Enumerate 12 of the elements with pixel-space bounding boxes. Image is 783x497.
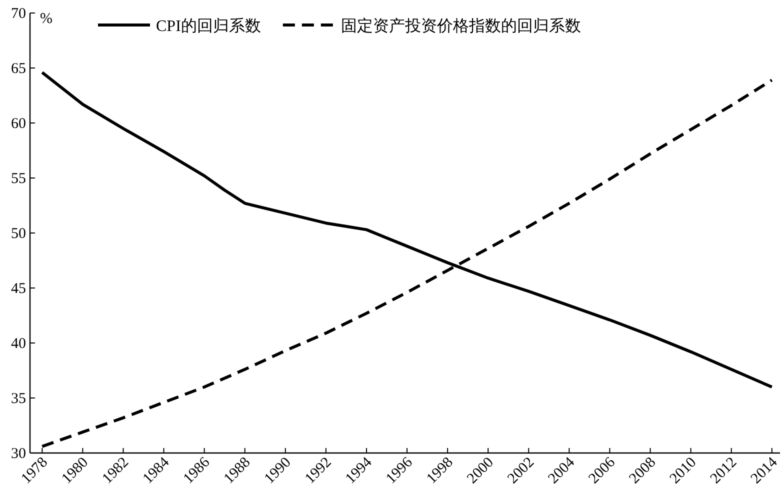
- y-tick-label: 60: [11, 116, 26, 132]
- y-tick-label: 70: [11, 6, 26, 22]
- y-tick-label: 65: [11, 61, 26, 77]
- y-tick-label: 30: [11, 446, 26, 462]
- y-tick-label: 45: [11, 281, 26, 297]
- y-tick-label: 50: [11, 226, 26, 242]
- y-tick-label: 35: [11, 391, 26, 407]
- y-axis-title: %: [40, 11, 52, 27]
- legend-label: 固定资产投资价格指数的回归系数: [340, 17, 581, 35]
- y-tick-label: 40: [11, 336, 26, 352]
- y-tick-label: 55: [11, 171, 26, 187]
- legend-label: CPI的回归系数: [156, 17, 261, 35]
